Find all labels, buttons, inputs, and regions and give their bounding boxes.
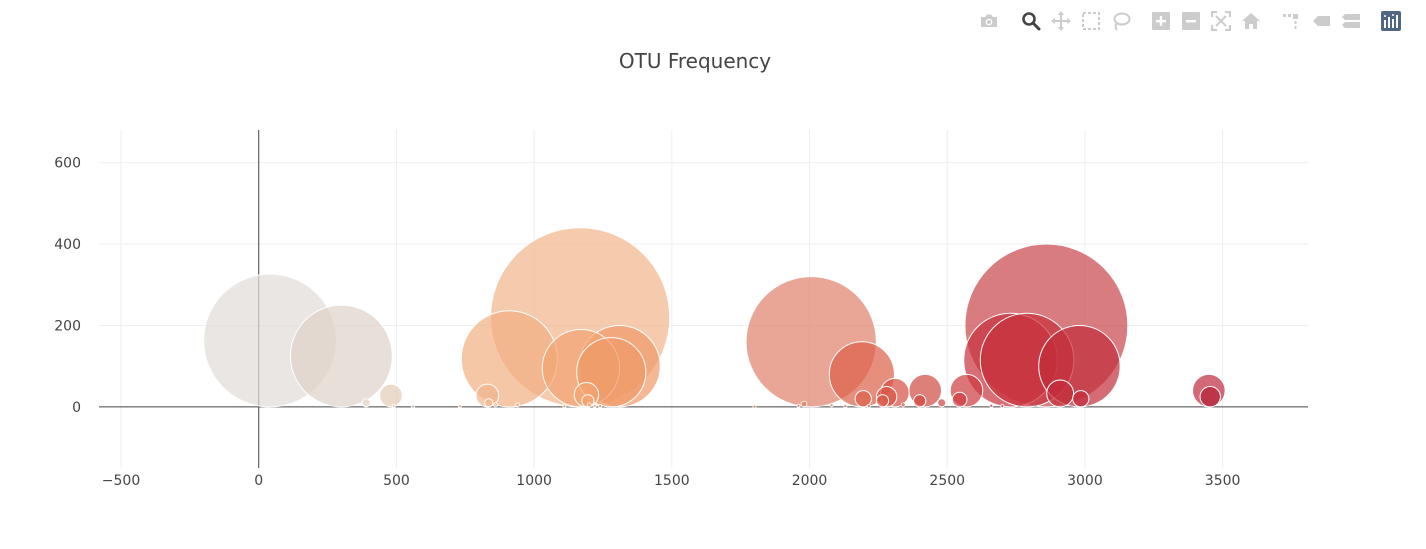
zoom-out-icon[interactable] bbox=[1180, 10, 1202, 32]
hover-compare-icon[interactable] bbox=[1340, 10, 1362, 32]
data-bubble bbox=[592, 403, 597, 408]
data-bubble bbox=[379, 383, 403, 408]
data-bubble bbox=[289, 304, 393, 408]
autoscale-icon[interactable] bbox=[1210, 10, 1232, 32]
data-bubble bbox=[457, 404, 462, 409]
data-bubble bbox=[598, 404, 603, 409]
axis-tick-labels: −500 0 500 1000 1500 2000 2500 3000 3500 0 200 400 6… bbox=[54, 156, 1240, 489]
camera-icon[interactable] bbox=[978, 10, 1000, 32]
lasso-select-icon[interactable] bbox=[1110, 10, 1132, 32]
data-bubble bbox=[752, 404, 757, 409]
y-tick-label: 600 bbox=[54, 156, 81, 172]
pan-icon[interactable] bbox=[1050, 10, 1072, 32]
reset-axes-icon[interactable] bbox=[1240, 10, 1262, 32]
x-tick-label: 2000 bbox=[792, 473, 828, 489]
y-tick-label: 200 bbox=[54, 318, 81, 334]
data-bubble bbox=[796, 403, 801, 408]
zoom-in-icon[interactable] bbox=[1150, 10, 1172, 32]
x-tick-label: 2500 bbox=[929, 473, 965, 489]
data-bubble bbox=[989, 403, 994, 408]
data-bubble bbox=[843, 404, 848, 409]
data-bubble bbox=[391, 404, 396, 409]
data-bubble bbox=[800, 400, 808, 408]
data-bubble bbox=[1000, 404, 1005, 409]
data-bubble bbox=[515, 402, 521, 408]
data-bubble bbox=[562, 404, 567, 409]
hover-closest-icon[interactable] bbox=[1310, 10, 1332, 32]
chart-title: OTU Frequency bbox=[619, 49, 771, 73]
data-bubble bbox=[1199, 386, 1221, 408]
x-tick-label: 1500 bbox=[654, 473, 690, 489]
data-bubble bbox=[361, 398, 371, 408]
x-tick-label: 3500 bbox=[1205, 473, 1241, 489]
x-tick-label: −500 bbox=[102, 473, 140, 489]
data-bubble bbox=[829, 403, 834, 408]
x-tick-label: 1000 bbox=[516, 473, 552, 489]
data-bubble bbox=[951, 391, 968, 408]
bubble-series bbox=[203, 227, 1226, 409]
data-bubble bbox=[937, 398, 947, 408]
data-bubble bbox=[875, 394, 890, 408]
spike-lines-icon[interactable] bbox=[1280, 10, 1302, 32]
data-bubble bbox=[410, 404, 415, 409]
data-bubble bbox=[484, 398, 494, 408]
data-bubble bbox=[854, 390, 872, 408]
data-bubble bbox=[493, 402, 499, 408]
y-tick-label: 0 bbox=[72, 400, 81, 416]
data-bubble bbox=[586, 402, 592, 408]
y-tick-label: 400 bbox=[54, 237, 81, 253]
plotly-logo-icon[interactable] bbox=[1380, 10, 1402, 32]
data-bubble bbox=[913, 394, 927, 408]
box-select-icon[interactable] bbox=[1080, 10, 1102, 32]
x-tick-label: 3000 bbox=[1067, 473, 1103, 489]
x-tick-label: 0 bbox=[254, 473, 263, 489]
data-bubble bbox=[900, 402, 906, 408]
x-tick-label: 500 bbox=[383, 473, 410, 489]
data-bubble bbox=[1046, 379, 1075, 408]
data-bubble bbox=[866, 404, 871, 409]
zoom-icon[interactable] bbox=[1020, 10, 1042, 32]
data-bubble bbox=[1072, 390, 1090, 408]
